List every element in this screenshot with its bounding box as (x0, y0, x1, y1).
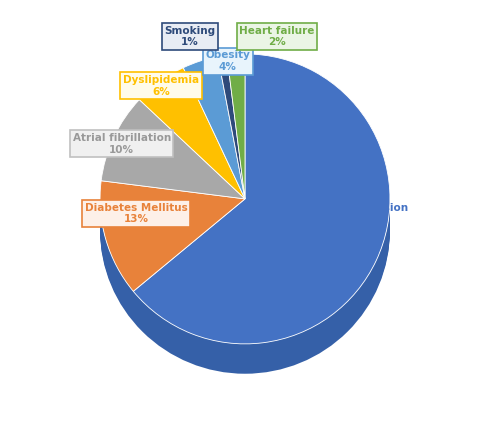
Ellipse shape (100, 55, 390, 343)
Ellipse shape (100, 59, 390, 346)
Wedge shape (140, 68, 245, 199)
Ellipse shape (100, 76, 390, 363)
Wedge shape (227, 54, 245, 199)
Text: Dyslipidemia
6%: Dyslipidemia 6% (123, 75, 199, 97)
Ellipse shape (100, 66, 390, 353)
Wedge shape (100, 181, 245, 291)
Ellipse shape (100, 62, 390, 349)
Ellipse shape (100, 61, 390, 348)
Text: Atrial fibrillation
10%: Atrial fibrillation 10% (72, 133, 171, 155)
Ellipse shape (100, 75, 390, 362)
Wedge shape (218, 55, 245, 199)
Ellipse shape (100, 68, 390, 354)
Ellipse shape (100, 80, 390, 367)
Text: Hypertension
64%: Hypertension 64% (329, 202, 408, 224)
Ellipse shape (100, 78, 390, 365)
Ellipse shape (100, 87, 390, 374)
Wedge shape (101, 99, 245, 199)
Ellipse shape (100, 81, 390, 369)
Ellipse shape (100, 57, 390, 344)
Wedge shape (134, 54, 390, 344)
Wedge shape (184, 57, 245, 199)
Ellipse shape (100, 69, 390, 356)
Ellipse shape (100, 64, 390, 351)
Ellipse shape (100, 85, 390, 372)
Text: Heart failure
2%: Heart failure 2% (239, 26, 314, 47)
Ellipse shape (100, 71, 390, 358)
Text: Smoking
1%: Smoking 1% (164, 26, 216, 47)
Text: Diabetes Mellitus
13%: Diabetes Mellitus 13% (85, 202, 188, 224)
Ellipse shape (100, 83, 390, 370)
Ellipse shape (100, 73, 390, 360)
Text: Obesity
4%: Obesity 4% (205, 50, 250, 72)
